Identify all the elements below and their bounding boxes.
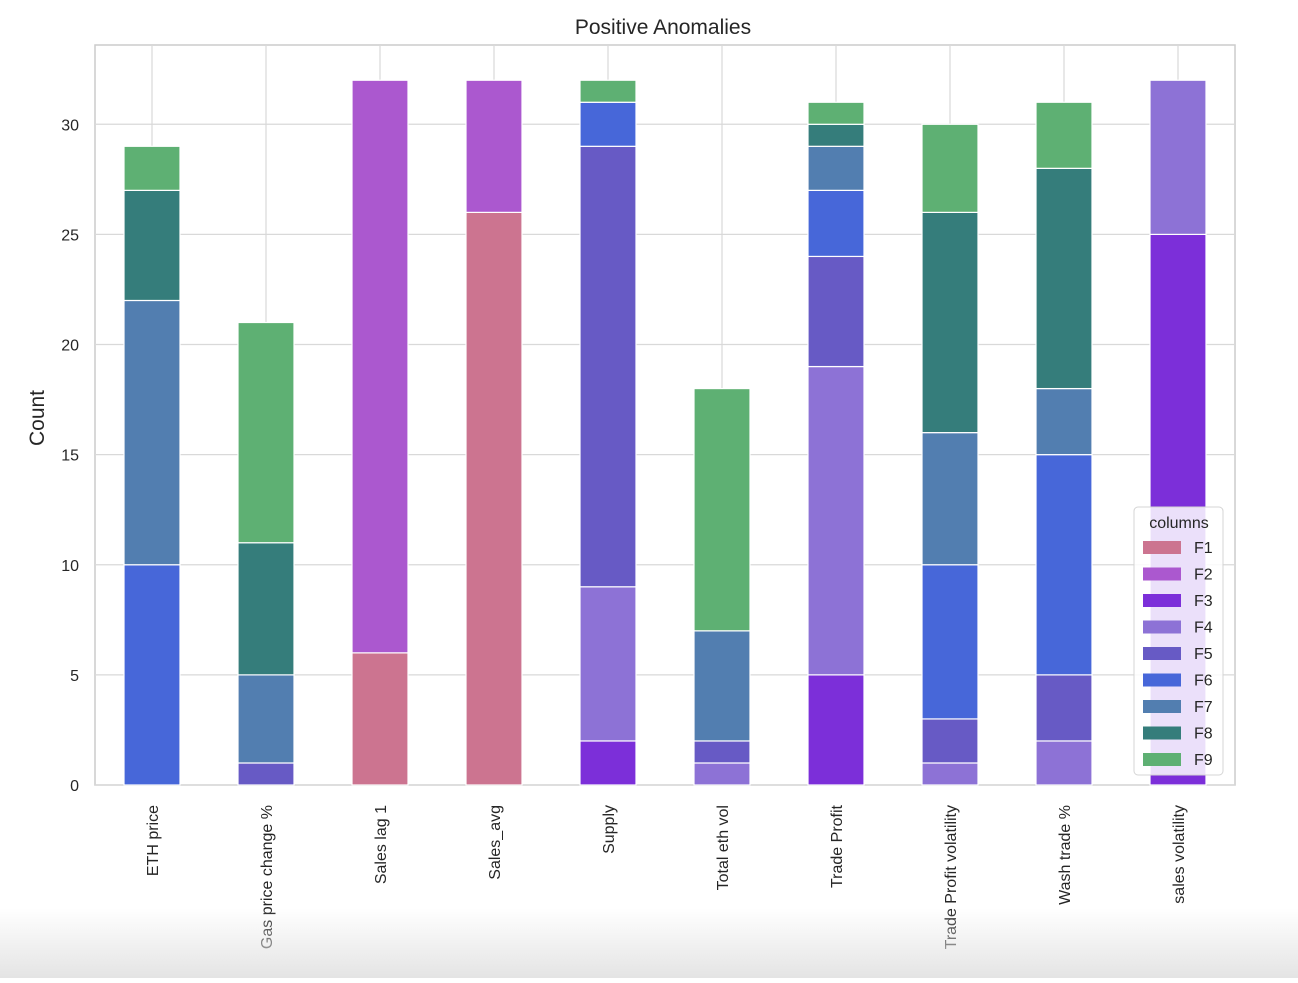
y-tick-label: 20 xyxy=(61,338,79,355)
bar-segment-f8 xyxy=(921,211,979,434)
y-tick-label: 5 xyxy=(70,668,79,685)
bar-segment-f5 xyxy=(807,255,865,368)
bar-segment-f7 xyxy=(921,432,979,566)
bar-segment-f4 xyxy=(693,762,751,786)
bar-segment-f9 xyxy=(693,387,751,632)
legend-label: F8 xyxy=(1194,726,1213,743)
bar-segment-f4 xyxy=(807,365,865,676)
bar-segment-f4 xyxy=(921,762,979,786)
legend-label: F3 xyxy=(1194,593,1213,610)
bars xyxy=(123,79,1207,786)
bar-segment-f8 xyxy=(237,542,295,676)
bar-segment-f6 xyxy=(1035,454,1093,676)
bar-segment-f8 xyxy=(123,189,181,302)
legend-label: F4 xyxy=(1194,620,1213,637)
legend-swatch-f7 xyxy=(1143,700,1181,713)
legend-swatch-f3 xyxy=(1143,594,1181,607)
y-axis-label: Count xyxy=(26,390,49,446)
bar-segment-f3 xyxy=(579,740,637,786)
legend-label: F2 xyxy=(1194,567,1213,584)
bar-segment-f4 xyxy=(1035,740,1093,786)
x-tick-label: Sales_avg xyxy=(487,805,504,880)
bar-segment-f9 xyxy=(579,79,637,103)
bar-segment-f1 xyxy=(351,652,409,786)
y-tick-labels: 0 5 10 15 20 25 30 xyxy=(61,117,79,795)
bar-segment-f6 xyxy=(921,564,979,720)
legend-label: F5 xyxy=(1194,646,1213,663)
x-tick-labels: ETH price Gas price change % Sales lag 1 Sa… xyxy=(145,804,1188,949)
legend-swatch-f4 xyxy=(1143,620,1181,634)
bar-segment-f4 xyxy=(1149,79,1207,236)
bar-segment-f7 xyxy=(807,145,865,191)
legend: columns F1 F2 F3 F4 F5 F6 F7 F8 F9 xyxy=(1133,506,1224,776)
y-tick-label: 25 xyxy=(61,227,79,244)
bar-segment-f9 xyxy=(1035,101,1093,169)
bar-segment-f6 xyxy=(807,189,865,258)
bar-segment-f2 xyxy=(465,79,523,213)
bar-segment-f1 xyxy=(465,211,523,786)
bar-segment-f6 xyxy=(579,101,637,147)
x-tick-label: Total eth vol xyxy=(715,805,732,890)
legend-swatch-f9 xyxy=(1143,753,1181,766)
x-tick-label: Wash trade % xyxy=(1057,805,1074,905)
bar-segment-f9 xyxy=(237,321,295,544)
bar-segment-f9 xyxy=(921,123,979,213)
bar-segment-f7 xyxy=(1035,387,1093,456)
bar-segment-f3 xyxy=(807,674,865,786)
legend-title: columns xyxy=(1149,515,1209,532)
bar-segment-f7 xyxy=(123,299,181,566)
bar-segment-f9 xyxy=(807,101,865,125)
bar-segment-f5 xyxy=(237,762,295,786)
bar-segment-f9 xyxy=(123,145,181,191)
x-tick-label: Gas price change % xyxy=(259,805,276,949)
legend-swatch-f1 xyxy=(1143,541,1181,554)
x-tick-label: Sales lag 1 xyxy=(373,805,390,884)
bar-segment-f5 xyxy=(1035,674,1093,742)
x-tick-label: Trade Profit xyxy=(829,804,846,888)
bar-segment-f2 xyxy=(351,79,409,654)
bar-segment-f4 xyxy=(579,586,637,742)
bar-segment-f5 xyxy=(579,145,637,588)
bar-segment-f7 xyxy=(693,630,751,742)
bar-segment-f5 xyxy=(921,718,979,764)
x-tick-label: sales volatility xyxy=(1171,805,1188,904)
legend-swatch-f5 xyxy=(1143,647,1181,660)
legend-swatch-f8 xyxy=(1143,726,1181,740)
legend-label: F9 xyxy=(1194,752,1213,769)
bar-segment-f7 xyxy=(237,674,295,764)
bar-segment-f8 xyxy=(1035,167,1093,390)
legend-items: F1 F2 F3 F4 F5 F6 F7 F8 F9 xyxy=(1143,540,1213,769)
legend-label: F7 xyxy=(1194,699,1213,716)
legend-label: F6 xyxy=(1194,673,1213,690)
y-tick-label: 10 xyxy=(61,558,79,575)
bar-segment-f5 xyxy=(693,740,751,764)
legend-swatch-f6 xyxy=(1143,673,1181,687)
y-tick-label: 15 xyxy=(61,448,79,465)
x-tick-label: Supply xyxy=(601,805,618,854)
legend-label: F1 xyxy=(1194,540,1213,557)
chart-title: Positive Anomalies xyxy=(575,16,751,39)
y-tick-label: 0 xyxy=(70,778,79,795)
bar-segment-f8 xyxy=(807,123,865,147)
x-tick-label: ETH price xyxy=(145,805,162,876)
x-tick-label: Trade Profit volatility xyxy=(943,805,960,949)
y-tick-label: 30 xyxy=(61,117,79,134)
legend-swatch-f2 xyxy=(1143,567,1181,581)
bar-segment-f6 xyxy=(123,564,181,786)
